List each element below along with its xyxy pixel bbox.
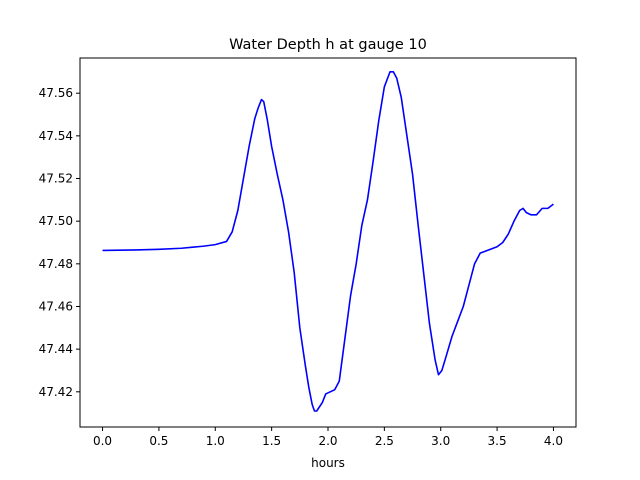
x-tick-label: 0.5 <box>149 434 168 448</box>
x-tick-label: 1.0 <box>206 434 225 448</box>
y-tick-label: 47.54 <box>39 129 73 143</box>
y-tick-label: 47.56 <box>39 86 73 100</box>
plot-area <box>102 71 554 412</box>
y-tick-label: 47.44 <box>39 342 73 356</box>
y-tick-label: 47.46 <box>39 299 73 313</box>
x-tick-label: 4.0 <box>544 434 563 448</box>
y-tick-label: 47.50 <box>39 214 73 228</box>
y-tick-label: 47.48 <box>39 257 73 271</box>
y-tick-label: 47.52 <box>39 172 73 186</box>
x-tick-label: 1.5 <box>262 434 281 448</box>
x-axis-label: hours <box>311 456 345 470</box>
y-tick-label: 47.42 <box>39 385 73 399</box>
x-tick-label: 2.5 <box>375 434 394 448</box>
x-tick-label: 3.0 <box>431 434 450 448</box>
x-axis: 0.0 0.5 1.0 1.5 2.0 2.5 3.0 3.5 4.0 <box>93 427 563 448</box>
x-tick-label: 2.0 <box>318 434 337 448</box>
x-tick-label: 0.0 <box>93 434 112 448</box>
y-axis: 47.42 47.44 47.46 47.48 47.50 47.52 47.54 47.56 <box>39 86 80 399</box>
chart-title: Water Depth h at gauge 10 <box>229 37 427 53</box>
series-line-0 <box>102 71 554 412</box>
x-tick-label: 3.5 <box>488 434 507 448</box>
